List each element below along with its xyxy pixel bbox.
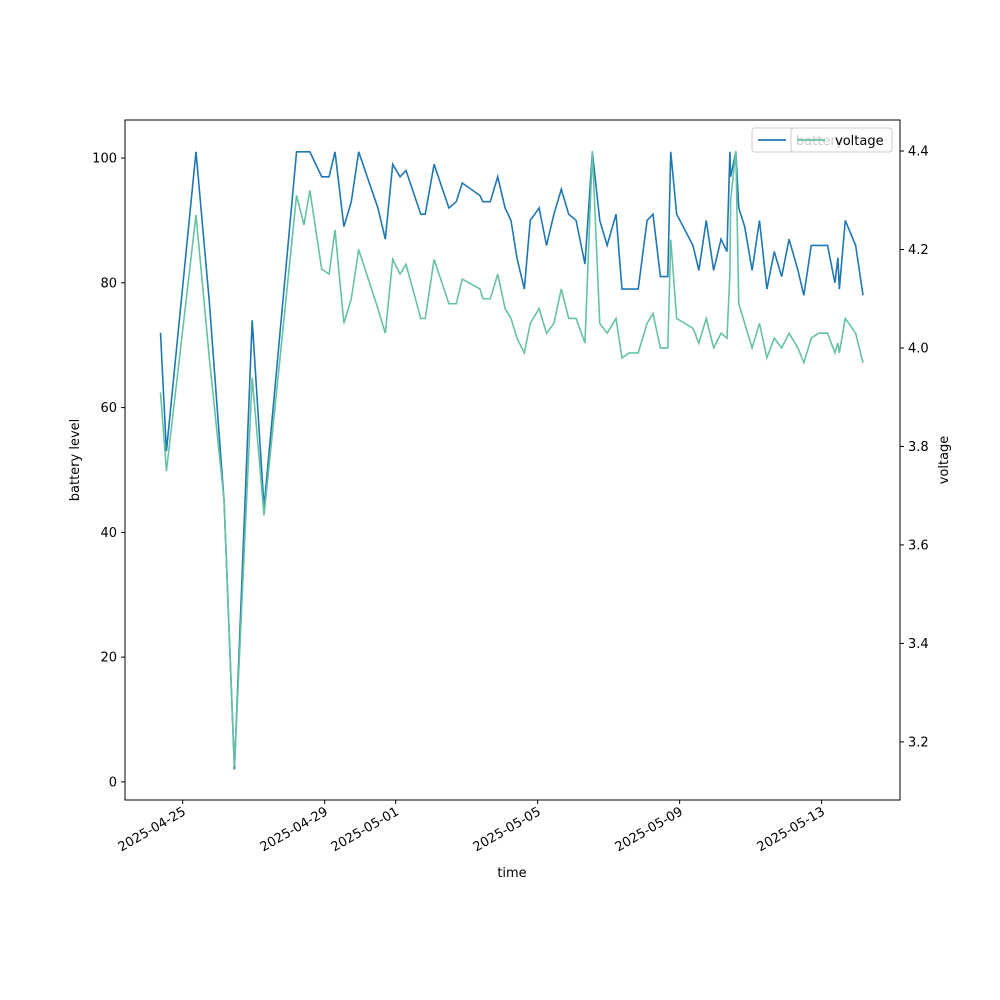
y-tick-label: 0 xyxy=(109,775,117,790)
y-tick-label: 60 xyxy=(100,401,117,416)
y-tick-label: 20 xyxy=(100,651,117,666)
y2-tick-label: 3.2 xyxy=(908,735,929,750)
y-tick-label: 40 xyxy=(100,526,117,541)
y2-tick-label: 4.4 xyxy=(908,145,929,160)
x-tick-label: 2025-05-05 xyxy=(471,804,544,855)
y2-tick-label: 3.4 xyxy=(908,637,929,652)
y2-axis-label: voltage xyxy=(937,436,952,485)
y2-tick-label: 3.6 xyxy=(908,538,929,553)
plot-frame xyxy=(124,119,901,801)
y2-tick-label: 4.0 xyxy=(908,341,929,356)
series-line xyxy=(159,150,864,767)
x-tick-label: 2025-05-01 xyxy=(329,804,402,855)
x-tick-label: 2025-05-13 xyxy=(755,804,828,855)
y2-tick-label: 3.8 xyxy=(908,440,929,455)
legend-box xyxy=(790,127,893,153)
x-tick-label: 2025-04-29 xyxy=(258,804,331,855)
y2-tick-label: 4.2 xyxy=(908,243,929,258)
series-line xyxy=(159,151,864,770)
y-tick-label: 100 xyxy=(92,152,117,167)
y-tick-label: 80 xyxy=(100,276,117,291)
y-axis-label: battery level xyxy=(68,419,83,502)
x-tick-label: 2025-05-09 xyxy=(613,804,686,855)
x-axis-label: time xyxy=(497,866,526,881)
legend-label: voltage xyxy=(835,134,884,149)
x-tick-label: 2025-04-25 xyxy=(116,804,189,855)
